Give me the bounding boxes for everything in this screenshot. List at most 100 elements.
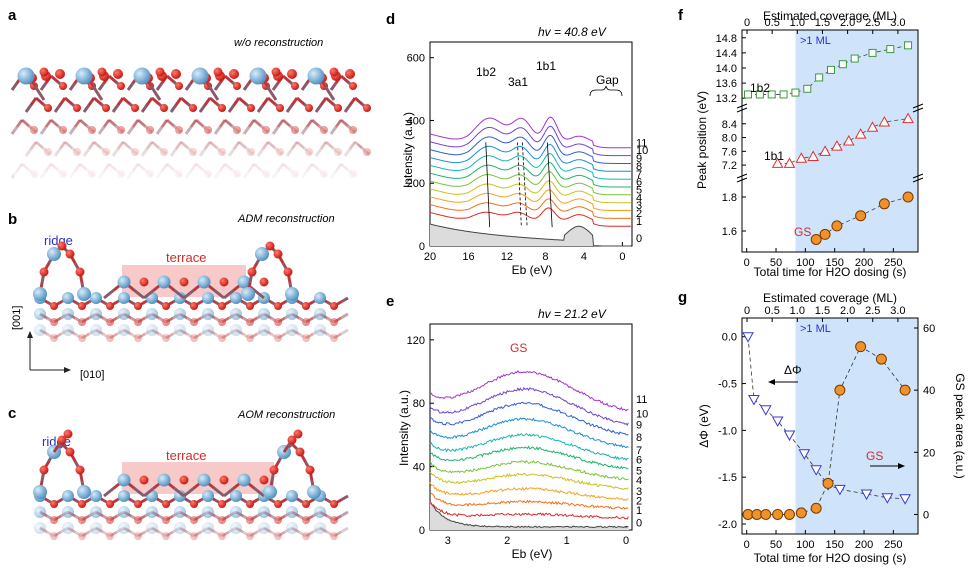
marker-gs-area (875, 353, 887, 365)
oxygen-atom (106, 500, 114, 508)
panel-g-ylabel: ΔΦ (eV) (697, 404, 711, 448)
gs-peak-label: GS (510, 341, 527, 355)
panel-b: b ADM reconstruction ridge terrace [001]… (8, 211, 349, 381)
panel-f-top-label: Estimated coverage (ML) (763, 9, 897, 23)
titanium-atom (90, 308, 102, 320)
oxygen-atom (162, 500, 170, 508)
marker-1b1 (842, 134, 855, 146)
oxygen-atom (330, 516, 338, 524)
titanium-atom (314, 506, 326, 518)
titanium-atom (90, 490, 102, 502)
x-tick-label: 250 (884, 257, 902, 269)
oxygen-atom (330, 334, 338, 342)
titanium-atom (174, 490, 186, 502)
titanium-atom (258, 506, 270, 518)
titanium-atom (249, 67, 267, 85)
marker-1b1 (783, 157, 796, 168)
top-tick-label: 1.5 (815, 305, 830, 317)
oxygen-atom (63, 429, 73, 439)
peak-1b1-label: 1b1 (536, 59, 556, 73)
oxygen-atom (65, 249, 75, 259)
y-tick-label: 0.0 (722, 332, 737, 344)
oxygen-atom (160, 104, 168, 112)
oxygen-atom (106, 334, 114, 342)
oxygen-atom (218, 532, 226, 540)
spectrum-label: 11 (636, 137, 647, 149)
titanium-atom (285, 287, 299, 301)
oxygen-atom (162, 302, 170, 310)
titanium-atom (118, 308, 130, 320)
y-tick-label: 1.8 (722, 192, 737, 204)
oxygen-atom (106, 302, 114, 310)
oxygen-atom (274, 334, 282, 342)
x-tick-label: 50 (770, 257, 782, 269)
titanium-atom (174, 324, 186, 336)
oxygen-atom (179, 475, 189, 485)
titanium-atom (62, 506, 74, 518)
oxygen-atom (78, 302, 86, 310)
peak-1b2-label: 1b2 (476, 65, 496, 79)
y-right-tick-label: 60 (923, 323, 935, 335)
oxygen-atom (246, 532, 254, 540)
y-tick-label: -1.0 (718, 425, 737, 437)
oxygen-atom (265, 241, 275, 251)
titanium-atom (174, 522, 186, 534)
panel-b-title: ADM reconstruction (237, 213, 335, 225)
oxygen-atom (162, 334, 170, 342)
titanium-atom (90, 324, 102, 336)
panel-e-frame (429, 323, 633, 531)
oxygen-atom (190, 334, 198, 342)
titanium-atom (146, 522, 158, 534)
top-tick-label: 2.0 (840, 305, 855, 317)
spectrum-6 (429, 162, 631, 188)
oxygen-atom (57, 241, 67, 251)
marker-1b1 (854, 128, 867, 139)
panel-g-markers (742, 332, 911, 520)
label-1b2: 1b2 (750, 81, 770, 95)
titanium-atom (202, 308, 214, 320)
spectrum-e8 (429, 417, 629, 449)
panel-e-ylabel: Intensity (a.u.) (397, 390, 411, 466)
spectrum-7 (429, 153, 631, 180)
spectrum-label: 6 (636, 177, 642, 189)
marker-1b2 (838, 60, 847, 69)
y-tick-label: -1.5 (718, 472, 737, 484)
titanium-atom (174, 308, 186, 320)
peak-guide-line (546, 142, 553, 228)
oxygen-atom (218, 500, 226, 508)
x-tick-label: 250 (884, 539, 902, 551)
marker-1b2 (767, 90, 776, 99)
spectrum-label: 7 (636, 169, 642, 181)
oxygen-atom (134, 500, 142, 508)
oxygen-atom (330, 318, 338, 326)
titanium-atom (174, 292, 186, 304)
titanium-atom (202, 292, 214, 304)
panel-f: f Estimated coverage (ML) 13.2 13.6 14.0 14… (678, 7, 924, 279)
panel-c-title: AOM reconstruction (237, 409, 335, 421)
oxygen-atom (345, 69, 355, 79)
spectrum-10 (429, 125, 631, 157)
oxygen-atom (330, 302, 338, 310)
titanium-atom (314, 522, 326, 534)
spectrum-8 (429, 143, 631, 172)
spectrum-9 (429, 134, 631, 164)
spectrum-0 (429, 223, 631, 247)
axis-arrows: [001] [010] (11, 306, 104, 381)
titanium-atom (33, 485, 47, 499)
oxygen-atom (59, 82, 67, 90)
spectrum-label: 10 (636, 408, 648, 420)
oxygen-atom (106, 516, 114, 524)
spectrum-label: 2 (636, 495, 642, 507)
titanium-atom (230, 292, 242, 304)
oxygen-atom (274, 500, 282, 508)
oxygen-atom (334, 104, 342, 112)
titanium-atom (286, 506, 298, 518)
oxygen-atom (274, 318, 282, 326)
titanium-atom (258, 308, 270, 320)
spectrum-e3 (429, 482, 629, 501)
marker-1b2 (755, 90, 764, 99)
panel-c-letter: c (8, 405, 16, 422)
oxygen-atom (247, 104, 255, 112)
oxygen-atom (273, 249, 283, 259)
